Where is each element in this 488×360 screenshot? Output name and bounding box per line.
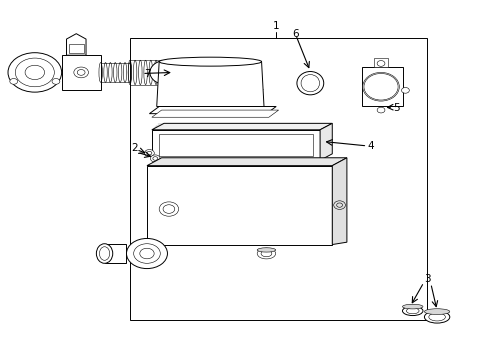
Circle shape (74, 67, 88, 78)
Circle shape (150, 60, 183, 85)
Text: 3: 3 (423, 274, 430, 284)
Circle shape (144, 149, 154, 157)
Text: 4: 4 (366, 141, 373, 151)
Polygon shape (104, 244, 126, 263)
Circle shape (401, 87, 408, 93)
Text: 1: 1 (272, 21, 279, 31)
Bar (130, 39, 427, 320)
Text: 5: 5 (392, 103, 399, 113)
Polygon shape (152, 110, 278, 117)
Ellipse shape (96, 244, 113, 263)
Polygon shape (61, 55, 101, 90)
Ellipse shape (159, 57, 261, 66)
Circle shape (8, 53, 61, 92)
Bar (159, 134, 312, 156)
Circle shape (52, 78, 60, 84)
Polygon shape (147, 158, 346, 166)
Circle shape (366, 76, 395, 98)
Polygon shape (152, 130, 320, 160)
Text: 6: 6 (292, 29, 298, 39)
Circle shape (376, 60, 384, 66)
Circle shape (159, 202, 178, 216)
Polygon shape (66, 34, 86, 55)
Bar (166, 60, 173, 85)
Polygon shape (157, 62, 264, 107)
Polygon shape (147, 166, 331, 244)
Circle shape (333, 201, 345, 210)
Circle shape (126, 238, 167, 269)
Polygon shape (320, 123, 331, 160)
Ellipse shape (424, 311, 449, 323)
Circle shape (376, 107, 384, 113)
Circle shape (150, 155, 160, 162)
Polygon shape (149, 107, 276, 114)
Text: 2: 2 (131, 143, 138, 153)
Text: 7: 7 (144, 69, 151, 79)
Ellipse shape (402, 306, 422, 316)
Polygon shape (331, 158, 346, 244)
Ellipse shape (296, 72, 323, 95)
Ellipse shape (402, 304, 422, 309)
Bar (373, 58, 387, 67)
Ellipse shape (257, 248, 275, 259)
Ellipse shape (424, 309, 449, 315)
Ellipse shape (257, 248, 275, 252)
Ellipse shape (362, 72, 399, 101)
Bar (69, 44, 83, 53)
Circle shape (10, 78, 18, 84)
Polygon shape (152, 123, 331, 130)
Polygon shape (361, 67, 402, 107)
